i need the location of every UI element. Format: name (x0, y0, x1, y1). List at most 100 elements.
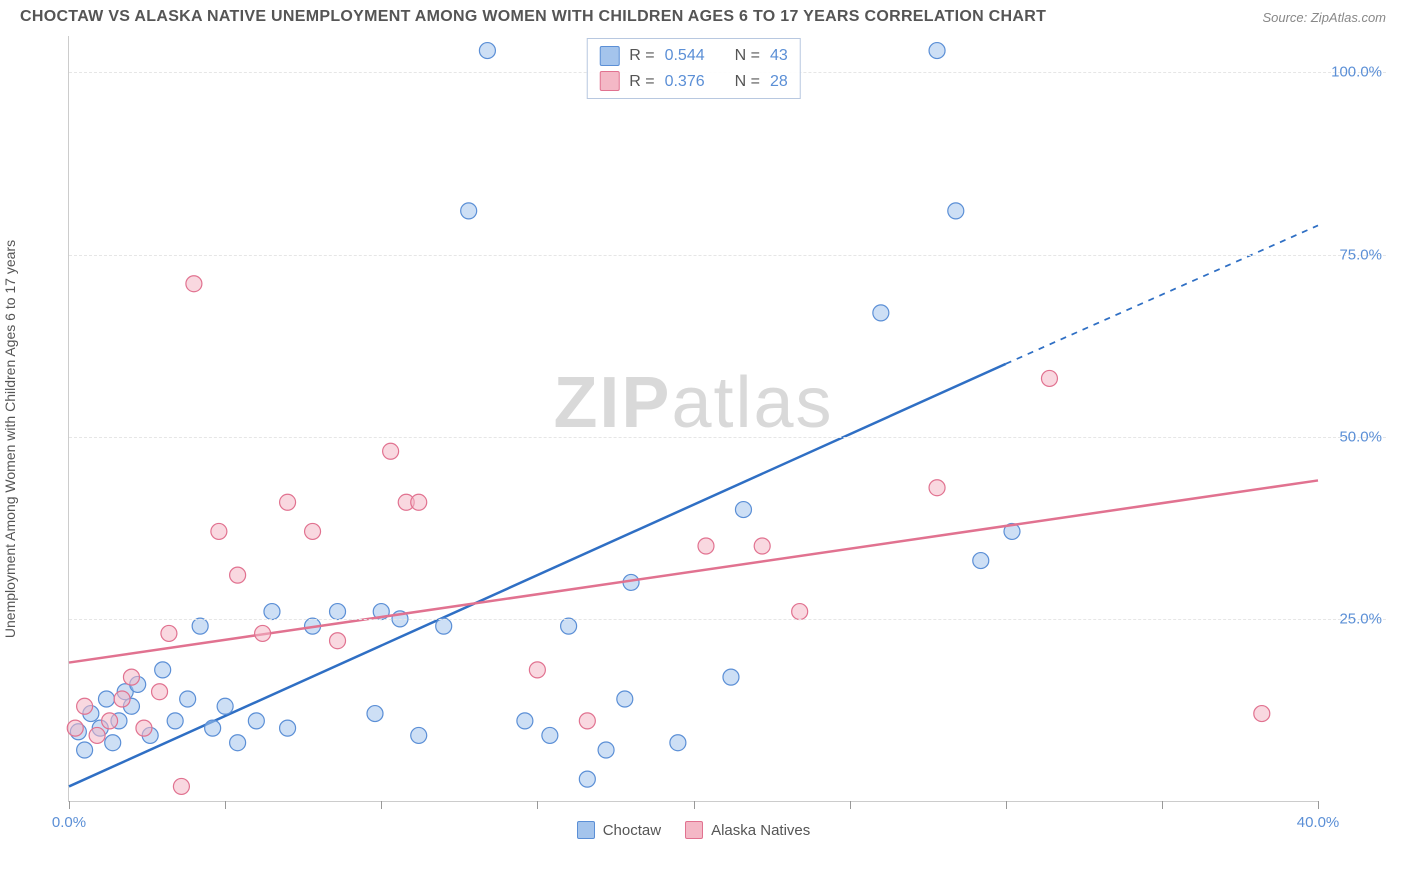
stats-n-value: 43 (770, 43, 788, 69)
x-tick-label: 40.0% (1297, 814, 1340, 831)
x-tick-label: 0.0% (52, 814, 86, 831)
y-tick-label: 100.0% (1331, 64, 1382, 81)
data-point-alaska (114, 691, 130, 707)
data-point-alaska (330, 633, 346, 649)
gridline-h (69, 255, 1386, 256)
data-point-alaska (211, 523, 227, 539)
data-point-choctaw (579, 771, 595, 787)
data-point-choctaw (461, 203, 477, 219)
x-tick (1318, 801, 1319, 809)
data-point-alaska (305, 523, 321, 539)
data-point-choctaw (517, 713, 533, 729)
legend-swatch-choctaw (577, 821, 595, 839)
source-attribution: Source: ZipAtlas.com (1262, 10, 1386, 25)
data-point-alaska (186, 276, 202, 292)
data-point-choctaw (180, 691, 196, 707)
data-point-alaska (280, 494, 296, 510)
x-tick (850, 801, 851, 809)
data-point-choctaw (561, 618, 577, 634)
data-point-alaska (77, 698, 93, 714)
data-point-choctaw (367, 706, 383, 722)
data-point-choctaw (167, 713, 183, 729)
data-point-alaska (123, 669, 139, 685)
x-tick (1162, 801, 1163, 809)
data-point-choctaw (670, 735, 686, 751)
data-point-choctaw (98, 691, 114, 707)
x-tick (225, 801, 226, 809)
data-point-choctaw (436, 618, 452, 634)
data-point-choctaw (948, 203, 964, 219)
data-point-alaska (383, 443, 399, 459)
data-point-alaska (67, 720, 83, 736)
stats-n-label: N = (735, 69, 760, 95)
data-point-alaska (1041, 370, 1057, 386)
data-point-choctaw (155, 662, 171, 678)
data-point-choctaw (330, 604, 346, 620)
y-tick-label: 25.0% (1339, 610, 1382, 627)
data-point-choctaw (264, 604, 280, 620)
x-tick (69, 801, 70, 809)
stats-swatch-choctaw (599, 46, 619, 66)
data-point-alaska (1254, 706, 1270, 722)
data-point-alaska (230, 567, 246, 583)
data-point-choctaw (735, 502, 751, 518)
data-point-choctaw (248, 713, 264, 729)
data-point-choctaw (230, 735, 246, 751)
legend-item-choctaw[interactable]: Choctaw (577, 821, 661, 839)
stats-swatch-alaska (599, 71, 619, 91)
data-point-choctaw (723, 669, 739, 685)
data-point-choctaw (617, 691, 633, 707)
plot-svg (69, 36, 1318, 801)
stats-r-label: R = (629, 43, 654, 69)
data-point-alaska (698, 538, 714, 554)
data-point-choctaw (479, 43, 495, 59)
data-point-choctaw (217, 698, 233, 714)
stats-row-alaska: R = 0.376 N = 28 (599, 69, 788, 95)
data-point-choctaw (929, 43, 945, 59)
stats-n-label: N = (735, 43, 760, 69)
stats-r-value: 0.376 (665, 69, 705, 95)
legend-swatch-alaska (685, 821, 703, 839)
data-point-alaska (102, 713, 118, 729)
data-point-alaska (173, 778, 189, 794)
y-tick-label: 50.0% (1339, 428, 1382, 445)
legend-item-alaska[interactable]: Alaska Natives (685, 821, 810, 839)
data-point-alaska (411, 494, 427, 510)
data-point-choctaw (280, 720, 296, 736)
data-point-alaska (929, 480, 945, 496)
data-point-choctaw (205, 720, 221, 736)
stats-r-label: R = (629, 69, 654, 95)
series-legend: Choctaw Alaska Natives (69, 821, 1318, 839)
data-point-alaska (255, 625, 271, 641)
data-point-alaska (792, 604, 808, 620)
data-point-choctaw (411, 727, 427, 743)
stats-n-value: 28 (770, 69, 788, 95)
x-tick (381, 801, 382, 809)
data-point-choctaw (192, 618, 208, 634)
chart-title: CHOCTAW VS ALASKA NATIVE UNEMPLOYMENT AM… (20, 8, 1046, 26)
data-point-alaska (136, 720, 152, 736)
plot-area: ZIPatlas R = 0.544N = 43R = 0.376N = 28 … (68, 36, 1318, 802)
data-point-choctaw (77, 742, 93, 758)
stats-r-value: 0.544 (665, 43, 705, 69)
stats-row-choctaw: R = 0.544 N = 43 (599, 43, 788, 69)
data-point-alaska (754, 538, 770, 554)
y-axis-label: Unemployment Among Women with Children A… (2, 240, 18, 638)
data-point-choctaw (542, 727, 558, 743)
data-point-choctaw (105, 735, 121, 751)
stats-legend-box: R = 0.544 N = 43 R = 0.376 N = 28 (586, 38, 801, 99)
data-point-choctaw (973, 553, 989, 569)
x-tick (537, 801, 538, 809)
data-point-alaska (161, 625, 177, 641)
data-point-choctaw (598, 742, 614, 758)
data-point-alaska (152, 684, 168, 700)
x-tick (694, 801, 695, 809)
y-tick-label: 75.0% (1339, 246, 1382, 263)
data-point-choctaw (873, 305, 889, 321)
legend-label: Choctaw (603, 822, 661, 839)
data-point-alaska (579, 713, 595, 729)
trend-line-dashed-choctaw (1006, 225, 1318, 363)
gridline-h (69, 437, 1386, 438)
data-point-alaska (529, 662, 545, 678)
gridline-h (69, 619, 1386, 620)
